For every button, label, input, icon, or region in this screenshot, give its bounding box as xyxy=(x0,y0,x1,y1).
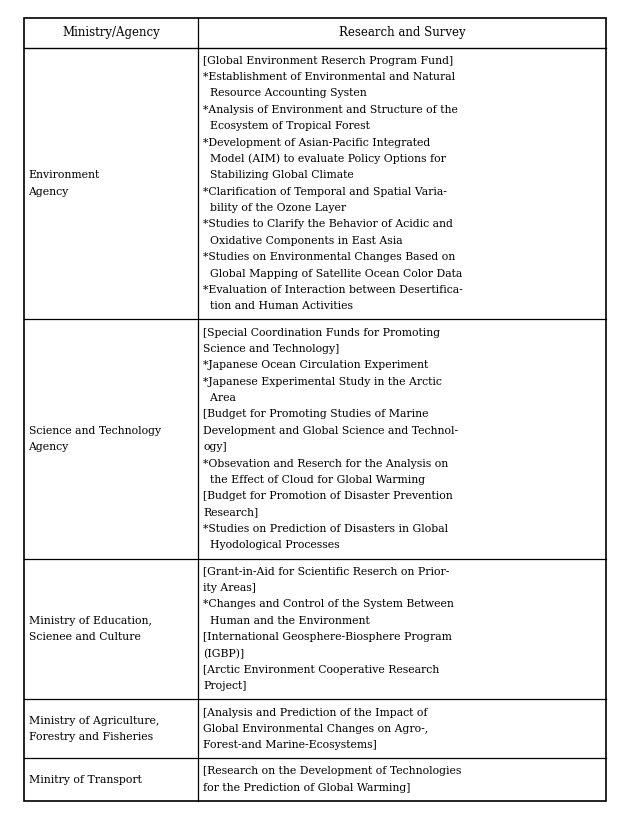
Text: Minitry of Transport: Minitry of Transport xyxy=(29,775,141,785)
Text: Ecosystem of Tropical Forest: Ecosystem of Tropical Forest xyxy=(203,121,370,131)
Text: [Special Coordination Funds for Promoting: [Special Coordination Funds for Promotin… xyxy=(203,328,440,337)
Text: *Changes and Control of the System Between: *Changes and Control of the System Betwe… xyxy=(203,600,454,609)
Text: *Clarification of Temporal and Spatial Varia-: *Clarification of Temporal and Spatial V… xyxy=(203,187,447,197)
Text: Forestry and Fisheries: Forestry and Fisheries xyxy=(29,732,153,742)
Text: *Establishment of Environmental and Natural: *Establishment of Environmental and Natu… xyxy=(203,72,456,82)
Text: Human and the Environment: Human and the Environment xyxy=(203,616,370,626)
Text: Global Environmental Changes on Agro-,: Global Environmental Changes on Agro-, xyxy=(203,724,428,734)
Text: Hyodological Processes: Hyodological Processes xyxy=(203,541,340,550)
Text: Resource Accounting Systen: Resource Accounting Systen xyxy=(203,88,367,98)
Text: Area: Area xyxy=(203,393,236,403)
Text: [Budget for Promotion of Disaster Prevention: [Budget for Promotion of Disaster Preven… xyxy=(203,491,453,501)
Text: [International Geosphere-Biosphere Program: [International Geosphere-Biosphere Progr… xyxy=(203,632,452,642)
Text: Development and Global Science and Technol-: Development and Global Science and Techn… xyxy=(203,426,458,436)
Text: the Effect of Cloud for Global Warming: the Effect of Cloud for Global Warming xyxy=(203,475,425,485)
Text: (IGBP)]: (IGBP)] xyxy=(203,649,244,658)
Text: Agency: Agency xyxy=(29,442,69,452)
Text: Ministry of Education,: Ministry of Education, xyxy=(29,616,151,626)
Text: [Research on the Development of Technologies: [Research on the Development of Technolo… xyxy=(203,767,462,776)
Text: *Evaluation of Interaction between Desertifica-: *Evaluation of Interaction between Deser… xyxy=(203,285,463,295)
Text: [Grant-in-Aid for Scientific Reserch on Prior-: [Grant-in-Aid for Scientific Reserch on … xyxy=(203,567,450,577)
Text: [Budget for Promoting Studies of Marine: [Budget for Promoting Studies of Marine xyxy=(203,410,429,419)
Text: *Obsevation and Reserch for the Analysis on: *Obsevation and Reserch for the Analysis… xyxy=(203,459,449,468)
Text: Ministry/Agency: Ministry/Agency xyxy=(62,26,160,39)
Text: *Japanese Experimental Study in the Arctic: *Japanese Experimental Study in the Arct… xyxy=(203,377,442,387)
Text: tion and Human Activities: tion and Human Activities xyxy=(203,301,353,311)
Text: Scienee and Culture: Scienee and Culture xyxy=(29,632,140,642)
Text: Environment: Environment xyxy=(29,170,100,180)
Text: Global Mapping of Satellite Ocean Color Data: Global Mapping of Satellite Ocean Color … xyxy=(203,269,463,278)
Text: [Arctic Environment Cooperative Research: [Arctic Environment Cooperative Research xyxy=(203,665,440,675)
Text: *Analysis of Environment and Structure of the: *Analysis of Environment and Structure o… xyxy=(203,105,458,115)
Text: Agency: Agency xyxy=(29,187,69,197)
Text: for the Prediction of Global Warming]: for the Prediction of Global Warming] xyxy=(203,783,410,793)
Text: *Development of Asian-Pacific Integrated: *Development of Asian-Pacific Integrated xyxy=(203,138,431,147)
Text: bility of the Ozone Layer: bility of the Ozone Layer xyxy=(203,203,347,213)
Text: Project]: Project] xyxy=(203,681,247,691)
Text: Ministry of Agriculture,: Ministry of Agriculture, xyxy=(29,716,159,726)
Text: *Studies on Prediction of Disasters in Global: *Studies on Prediction of Disasters in G… xyxy=(203,524,448,534)
Text: Research]: Research] xyxy=(203,508,259,518)
Text: Stabilizing Global Climate: Stabilizing Global Climate xyxy=(203,170,354,180)
Text: [Global Environment Reserch Program Fund]: [Global Environment Reserch Program Fund… xyxy=(203,56,453,66)
Text: [Analysis and Prediction of the Impact of: [Analysis and Prediction of the Impact o… xyxy=(203,708,428,717)
Text: Forest-and Marine-Ecosystems]: Forest-and Marine-Ecosystems] xyxy=(203,740,377,750)
Text: Science and Technology]: Science and Technology] xyxy=(203,344,340,354)
Text: Science and Technology: Science and Technology xyxy=(29,426,161,436)
Text: Research and Survey: Research and Survey xyxy=(339,26,466,39)
Text: *Studies on Environmental Changes Based on: *Studies on Environmental Changes Based … xyxy=(203,252,456,262)
Text: ity Areas]: ity Areas] xyxy=(203,583,256,593)
Text: *Studies to Clarify the Behavior of Acidic and: *Studies to Clarify the Behavior of Acid… xyxy=(203,219,453,229)
Text: Model (AIM) to evaluate Policy Options for: Model (AIM) to evaluate Policy Options f… xyxy=(203,154,446,164)
Text: ogy]: ogy] xyxy=(203,442,227,452)
Text: *Japanese Ocean Circulation Experiment: *Japanese Ocean Circulation Experiment xyxy=(203,360,428,370)
Text: Oxidative Components in East Asia: Oxidative Components in East Asia xyxy=(203,236,403,246)
